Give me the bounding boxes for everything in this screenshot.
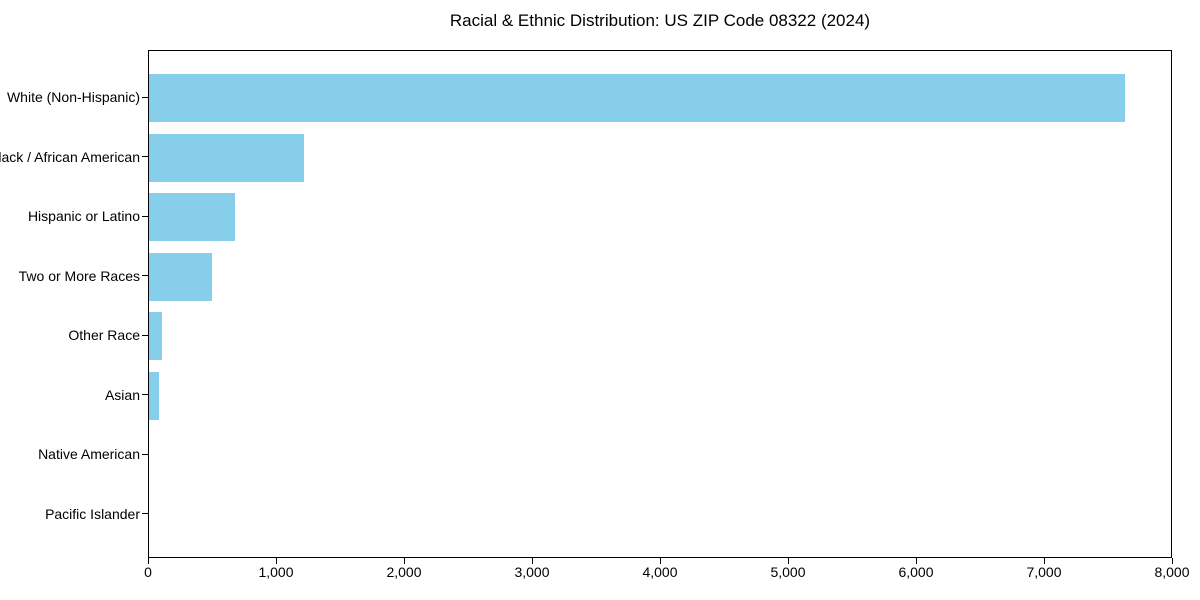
y-axis-label: Black / African American <box>0 148 140 165</box>
bar-hispanic-or-latino <box>149 193 235 241</box>
y-tick-mark <box>142 96 148 98</box>
x-tick-label: 8,000 <box>1154 564 1190 580</box>
x-tick-mark <box>787 558 789 564</box>
x-tick-label: 7,000 <box>1026 564 1062 580</box>
x-tick-mark <box>659 558 661 564</box>
x-tick-mark <box>1043 558 1045 564</box>
chart-title: Racial & Ethnic Distribution: US ZIP Cod… <box>449 11 871 30</box>
y-axis-label: Asian <box>104 386 140 403</box>
bar-black-african-american <box>149 133 304 182</box>
x-tick-label: 4,000 <box>642 564 678 580</box>
x-tick-mark <box>1171 558 1173 564</box>
x-tick-label: 2,000 <box>386 564 422 580</box>
bar-white-non-hispanic- <box>149 74 1125 122</box>
y-axis-label: White (Non-Hispanic) <box>6 89 140 105</box>
y-tick-mark <box>142 215 148 217</box>
x-tick-label: 5,000 <box>770 564 806 580</box>
y-tick-mark <box>142 156 148 157</box>
x-tick-mark <box>275 558 277 564</box>
x-tick-label: 0 <box>144 564 152 580</box>
x-tick-mark <box>403 558 405 564</box>
y-axis-label: Pacific Islander <box>45 505 140 522</box>
y-axis-label: Two or More Races <box>18 267 140 284</box>
plot-area <box>148 50 1172 558</box>
x-tick-label: 3,000 <box>514 564 550 580</box>
x-tick-label: 1,000 <box>258 564 294 580</box>
x-tick-mark <box>147 558 149 564</box>
bar-other-race <box>149 312 162 360</box>
bar-two-or-more-races <box>149 252 212 301</box>
y-axis-label: Native American <box>38 446 140 462</box>
y-tick-mark <box>142 275 148 276</box>
y-tick-mark <box>142 513 148 514</box>
y-tick-mark <box>142 394 148 395</box>
bar-asian <box>149 371 160 420</box>
x-tick-mark <box>915 558 917 564</box>
x-tick-label: 6,000 <box>898 564 934 580</box>
y-axis-label: Hispanic or Latino <box>27 208 140 224</box>
y-tick-mark <box>142 453 148 455</box>
y-axis-label: Other Race <box>68 327 140 343</box>
y-tick-mark <box>142 334 148 336</box>
x-tick-mark <box>531 558 533 564</box>
